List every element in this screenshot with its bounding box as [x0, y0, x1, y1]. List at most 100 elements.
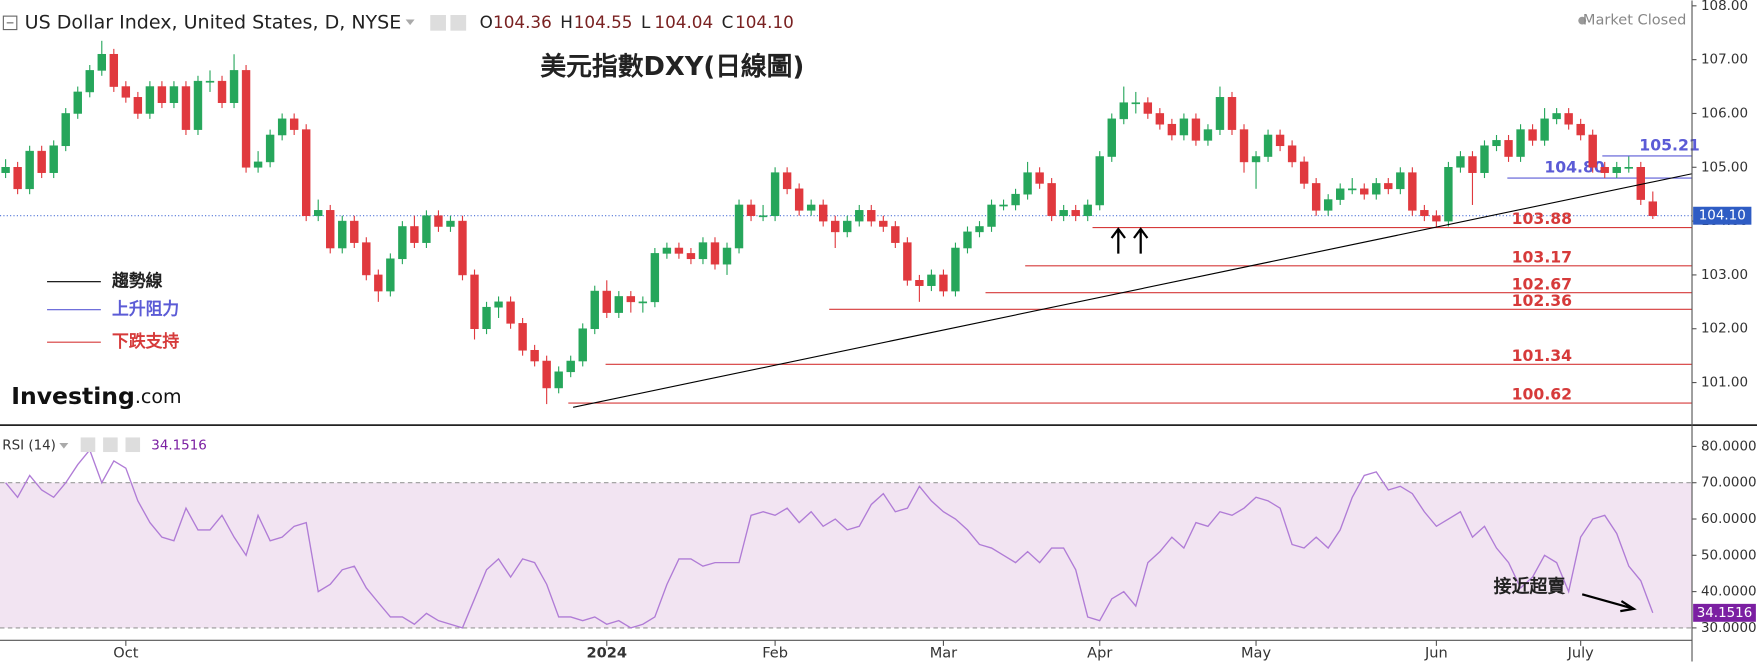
candle-body: [277, 118, 287, 136]
candle-body: [1047, 183, 1056, 217]
candle-body: [1420, 210, 1429, 217]
candle-body: [1119, 102, 1128, 120]
candle-body: [1095, 156, 1104, 206]
candle-body: [1143, 102, 1153, 114]
candle-body: [1600, 167, 1609, 173]
candle-body: [1360, 188, 1369, 195]
support-label: 102.36: [1512, 291, 1573, 310]
ohlc-key: C: [722, 12, 734, 32]
candle-body: [987, 204, 996, 227]
trendline: [572, 173, 1693, 408]
x-tick-label: Oct: [113, 645, 138, 662]
candle-body: [927, 274, 936, 286]
ohlc-readout: O 104.36 H 104.55 L 104.04 C 104.10: [480, 12, 794, 32]
candle-body: [326, 210, 335, 249]
annotation-arrow: [1581, 593, 1637, 613]
rsi-current-value: 34.1516: [151, 438, 207, 453]
candle-body: [253, 161, 263, 168]
candle-body: [85, 70, 94, 93]
brand-logo: Investing.com: [11, 382, 181, 410]
candle-body: [362, 242, 371, 276]
close-icon[interactable]: [125, 437, 141, 453]
candle-body: [963, 231, 972, 249]
candle-body: [506, 301, 515, 324]
candle-body: [1107, 118, 1116, 157]
candle-body: [374, 274, 383, 292]
price-panel: 101.00102.00103.00104.00105.00106.00107.…: [0, 0, 1752, 408]
settings-icon[interactable]: [103, 437, 118, 453]
candle-body: [891, 226, 900, 243]
candle-body: [686, 253, 696, 260]
candle-body: [205, 80, 215, 83]
candle-body: [867, 210, 876, 222]
candle-body: [1516, 129, 1525, 157]
dropdown-icon[interactable]: [405, 19, 415, 26]
candle-body: [1588, 134, 1597, 168]
candle-body: [121, 86, 131, 98]
rsi-line: [5, 448, 1654, 629]
candle-body: [1372, 183, 1381, 195]
y-tick-label: 40.0000: [1701, 585, 1757, 600]
candle-body: [626, 296, 636, 303]
candle-body: [903, 242, 912, 281]
candle-body: [217, 80, 227, 103]
candle-body: [386, 258, 395, 292]
candle-body: [818, 204, 828, 222]
x-tick-label: July: [1567, 645, 1595, 662]
candle-body: [157, 86, 167, 103]
candle-body: [1396, 172, 1405, 190]
candle-body: [806, 204, 816, 211]
candle-body: [1480, 145, 1489, 173]
chart-title: 美元指數DXY(日線圖): [540, 51, 804, 82]
x-tick-label: Mar: [930, 645, 957, 662]
y-tick-label: 102.00: [1701, 322, 1748, 337]
settings-icon[interactable]: [80, 437, 96, 453]
candle-body: [1444, 167, 1453, 222]
x-tick-label: 2024: [587, 645, 628, 662]
candle-body: [1287, 145, 1297, 163]
candle-body: [843, 220, 852, 233]
dropdown-icon[interactable]: [59, 443, 69, 449]
y-tick-label: 70.0000: [1701, 476, 1757, 491]
collapse-icon[interactable]: [2, 15, 18, 31]
candle-body: [13, 167, 22, 190]
candle-body: [289, 118, 299, 130]
candle-body: [73, 91, 82, 114]
settings-icon[interactable]: [450, 15, 467, 31]
candle-body: [674, 247, 684, 254]
candle-body: [566, 360, 575, 373]
ohlc-value: 104.36: [493, 12, 552, 32]
candle-body: [999, 204, 1008, 207]
annotation-arrows: [1110, 227, 1149, 254]
y-tick-label: 30.0000: [1701, 621, 1757, 636]
candle-body: [1648, 201, 1658, 217]
rsi-band: [0, 482, 1693, 628]
candle-body: [1504, 140, 1513, 157]
candle-body: [229, 70, 239, 103]
candle-body: [482, 306, 491, 330]
candle-body: [193, 80, 203, 130]
y-tick-label: 107.00: [1701, 53, 1748, 68]
candle-body: [314, 210, 323, 217]
candle-body: [939, 274, 948, 292]
resistance-label: 105.21: [1639, 135, 1699, 154]
candle-body: [746, 204, 756, 217]
candle-body: [1492, 140, 1501, 147]
candle-body: [109, 53, 119, 87]
candle-body: [61, 113, 70, 147]
rsi-title: RSI (14): [2, 438, 56, 453]
settings-icon[interactable]: [430, 15, 446, 31]
candle-body: [1275, 134, 1285, 147]
last-price-label: 104.10: [1699, 209, 1746, 224]
candle-body: [1468, 156, 1477, 173]
candle-body: [1552, 113, 1561, 120]
candle-body: [662, 247, 672, 254]
candle-body: [1131, 102, 1141, 105]
candle-body: [855, 210, 864, 222]
rsi-panel: 30.0000 40.0000 50.0000 60.0000 70.0000 80.00…: [0, 439, 1757, 662]
candle-body: [25, 150, 34, 190]
candle-body: [590, 290, 599, 330]
candle-body: [554, 371, 563, 389]
candle-body: [265, 134, 275, 163]
